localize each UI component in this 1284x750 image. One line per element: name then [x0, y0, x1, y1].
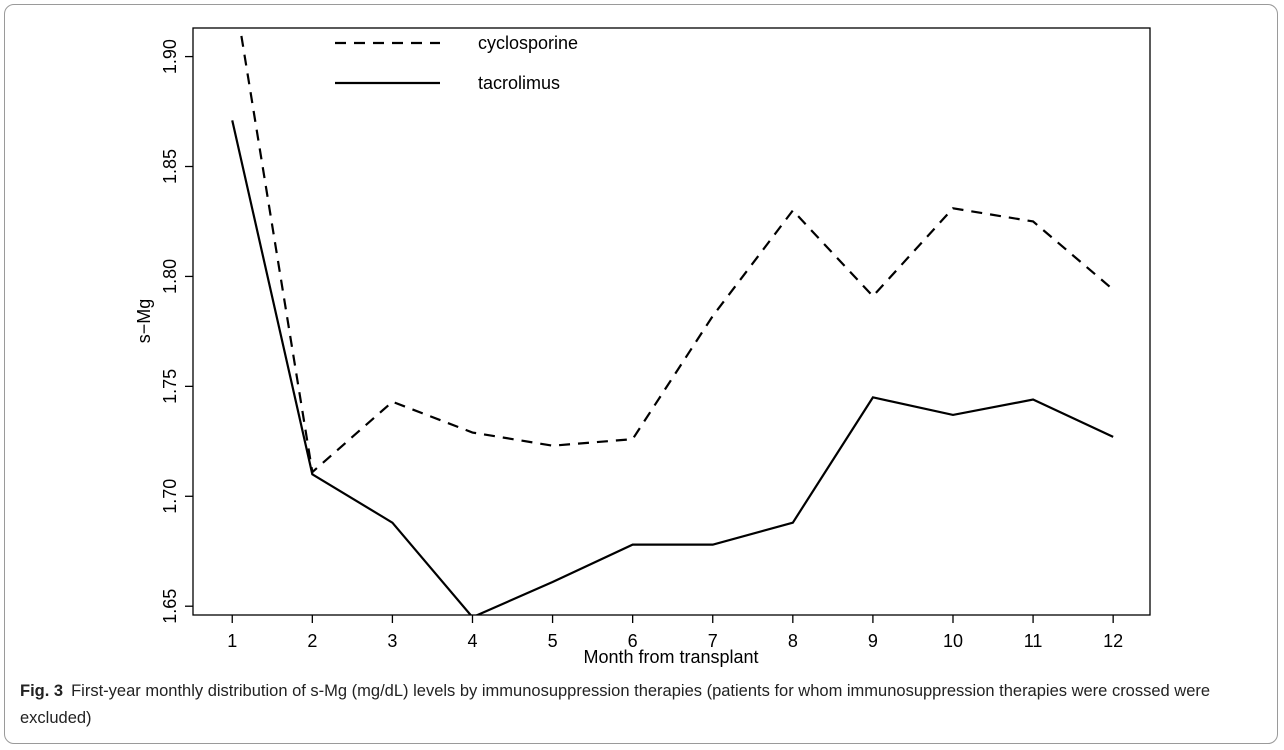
x-tick-label: 7	[708, 631, 718, 651]
x-tick-label: 6	[628, 631, 638, 651]
plot-border	[192, 27, 1151, 616]
x-tick-label: 12	[1103, 631, 1123, 651]
series-line	[238, 28, 1114, 475]
x-tick-label: 10	[943, 631, 963, 651]
chart: Month from transplant s−Mg 1 2 3 4 5 6 7 8 9 10 11…	[134, 27, 1151, 667]
x-tick-label: 1	[227, 631, 237, 651]
y-tick-label: 1.70	[160, 479, 180, 514]
caption-label: Fig. 3	[20, 682, 64, 700]
y-tick-label: 1.90	[160, 39, 180, 74]
y-tick-label: 1.80	[160, 259, 180, 294]
y-tick-label: 1.85	[160, 149, 180, 184]
caption-text: First-year monthly distribution of s-Mg …	[20, 682, 1211, 727]
series-line	[231, 120, 1114, 615]
y-axis-label: s−Mg	[134, 299, 154, 344]
x-tick-label: 8	[788, 631, 798, 651]
x-tick-label: 2	[307, 631, 317, 651]
x-tick-label: 4	[467, 631, 477, 651]
plot-area	[231, 28, 1114, 615]
x-tick-label: 11	[1024, 631, 1043, 651]
legend-label: cyclosporine	[478, 33, 578, 53]
figure-frame	[4, 4, 1278, 744]
x-tick-label: 5	[548, 631, 558, 651]
x-tick-label: 9	[868, 631, 878, 651]
caption: Fig. 3 First-year monthly distribution of…	[20, 678, 1260, 732]
y-tick-label: 1.75	[160, 369, 180, 404]
x-axis-label: Month from transplant	[583, 647, 758, 667]
y-tick-label: 1.65	[160, 589, 180, 624]
x-tick-label: 3	[387, 631, 397, 651]
legend-label: tacrolimus	[478, 73, 560, 93]
